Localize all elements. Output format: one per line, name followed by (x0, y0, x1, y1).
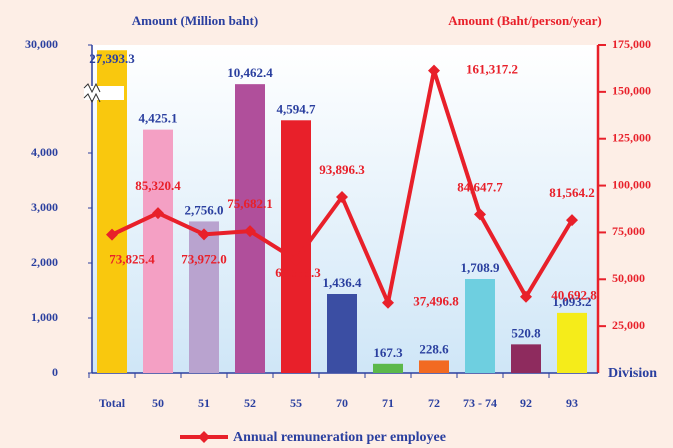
bar (373, 363, 403, 373)
line-marker (198, 228, 210, 241)
x-axis-title: Division (608, 366, 657, 381)
y2-tick-label: 175,000 (612, 37, 651, 51)
line-value-label: 85,320.4 (135, 178, 181, 193)
line-value-label: 84,647.7 (457, 179, 503, 194)
line-marker (106, 228, 118, 241)
bar (511, 344, 541, 373)
legend-marker (198, 431, 210, 443)
x-tick-label: 50 (152, 396, 164, 410)
bar (557, 312, 587, 373)
line-marker (244, 225, 256, 238)
marks: 0 1,000 2,000 3,000 4,000 30,000 25,000 50,000 7… (25, 37, 651, 443)
x-tick-label: 93 (566, 396, 578, 410)
line-value-label: 73,825.4 (109, 252, 155, 267)
bar (465, 279, 495, 373)
y-tick-label: 30,000 (25, 37, 58, 51)
line-value-label: 40,692.8 (551, 288, 597, 303)
line-value-label: 161,317.2 (466, 62, 518, 77)
y2-tick-label: 125,000 (612, 130, 651, 144)
axis-break (84, 86, 124, 100)
bar-value-label: 2,756.0 (185, 202, 224, 217)
bar-value-label: 27,393.3 (89, 51, 135, 66)
y2-tick-label: 100,000 (612, 177, 651, 191)
y2-axis-title: Amount (Baht/person/year) (448, 13, 601, 28)
bar (327, 293, 357, 373)
line-marker (428, 64, 440, 77)
x-tick-label: 72 (428, 396, 440, 410)
x-tick-label: 73 - 74 (463, 396, 497, 410)
line-marker (382, 296, 394, 309)
bar-value-label: 1,093.2 (553, 294, 592, 309)
axis-break-mark (83, 82, 101, 104)
line-value-label: 81,564.2 (549, 185, 595, 200)
bar-value-label: 1,436.4 (323, 275, 363, 290)
x-tick-label: Total (99, 396, 126, 410)
y-axis-title: Amount (Million baht) (132, 13, 258, 28)
line-marker (520, 290, 532, 303)
y-tick-label: 3,000 (31, 200, 58, 214)
line-value-label: 37,496.8 (413, 294, 459, 309)
line-marker (290, 253, 302, 266)
line-marker (474, 208, 486, 221)
bar-value-label: 4,594.7 (277, 101, 317, 116)
bar-value-label: 1,708.9 (461, 260, 501, 275)
bar-value-label: 167.3 (373, 345, 403, 360)
line-marker (336, 191, 348, 204)
line-value-label: 60,355.3 (275, 265, 321, 280)
bar (189, 221, 219, 373)
bar-value-label: 4,425.1 (139, 111, 178, 126)
x-tick-label: 51 (198, 396, 210, 410)
line-marker (566, 214, 578, 227)
y2-tick-label: 50,000 (612, 271, 645, 285)
line-value-label: 75,682.1 (227, 196, 273, 211)
bar-value-label: 10,462.4 (227, 65, 273, 80)
line-marker (152, 207, 164, 220)
y2-tick-label: 150,000 (612, 84, 651, 98)
line-value-label: 93,896.3 (319, 162, 365, 177)
x-tick-label: 92 (520, 396, 532, 410)
bar-value-label: 228.6 (419, 341, 449, 356)
y2-tick-label: 75,000 (612, 224, 645, 238)
y-tick-label: 1,000 (31, 310, 58, 324)
x-tick-label: 52 (244, 396, 256, 410)
line-value-label: 73,972.0 (181, 251, 227, 266)
x-tick-label: 55 (290, 396, 302, 410)
legend-label: Annual remuneration per employee (233, 430, 446, 445)
bar (143, 129, 173, 373)
y-tick-label: 4,000 (31, 145, 58, 159)
y-tick-label: 0 (52, 365, 58, 379)
bar (97, 50, 127, 374)
bar (419, 360, 449, 373)
x-tick-label: 70 (336, 396, 348, 410)
bar-value-label: 520.8 (511, 325, 541, 340)
y2-tick-label: 25,000 (612, 318, 645, 332)
x-tick-label: 71 (382, 396, 394, 410)
y-tick-label: 2,000 (31, 255, 58, 269)
